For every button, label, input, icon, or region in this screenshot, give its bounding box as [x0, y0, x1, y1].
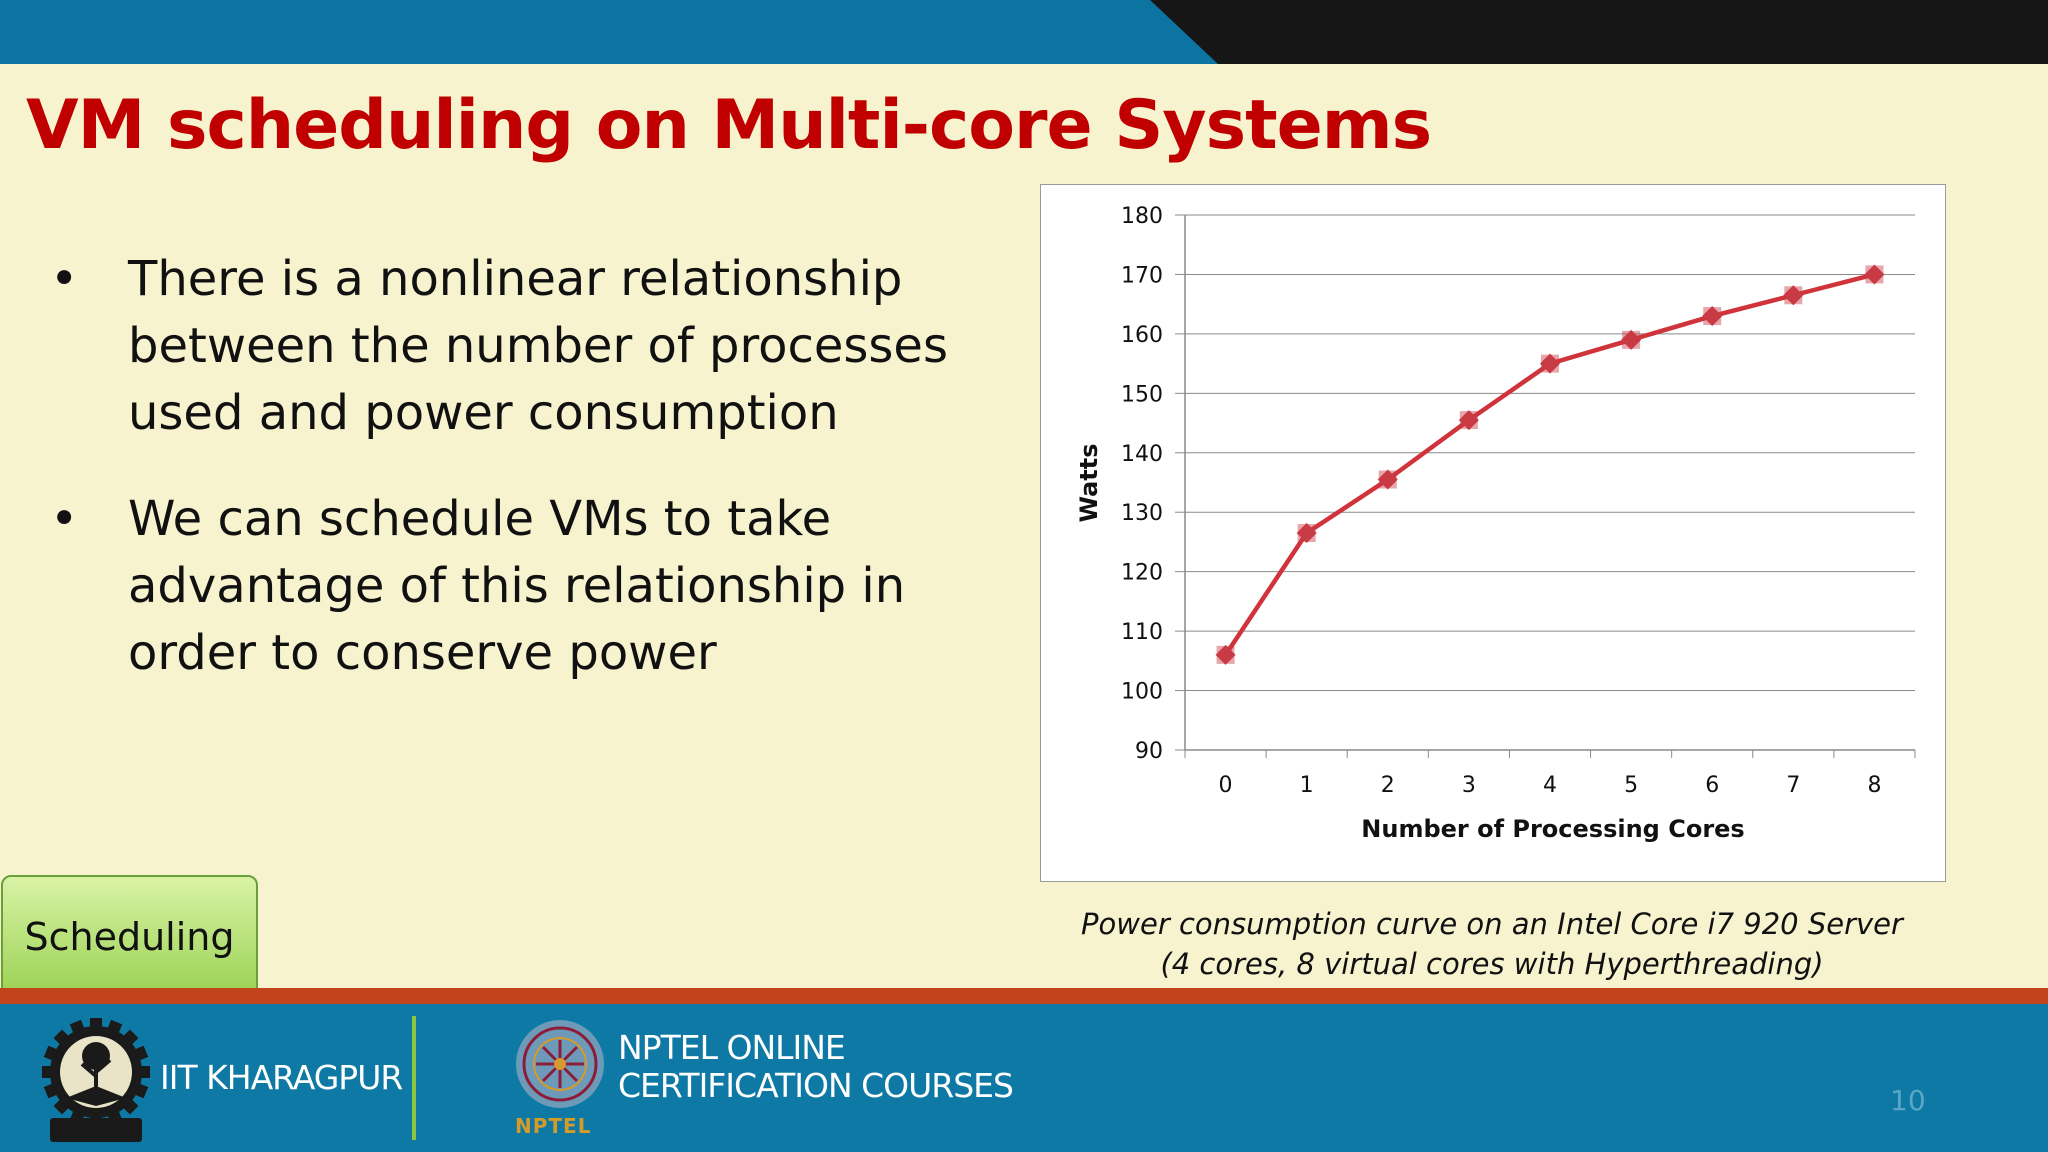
data-point — [1377, 469, 1398, 490]
data-point — [1215, 644, 1236, 665]
program-name-line: CERTIFICATION COURSES — [618, 1066, 1014, 1105]
slide-title: VM scheduling on Multi-core Systems — [26, 86, 1432, 165]
x-tick-label: 8 — [1867, 773, 1881, 798]
x-tick-label: 0 — [1219, 773, 1233, 798]
data-point — [1702, 306, 1723, 327]
y-tick-label: 120 — [1121, 561, 1163, 586]
bullet-text: We can schedule VMs to take advantage of… — [128, 491, 906, 681]
y-tick-label: 170 — [1121, 263, 1163, 288]
caption-line: Power consumption curve on an Intel Core… — [1081, 907, 1903, 941]
x-axis-label: Number of Processing Cores — [1361, 815, 1744, 843]
x-tick-label: 7 — [1786, 773, 1800, 798]
data-point — [1540, 353, 1560, 374]
y-tick-label: 180 — [1121, 204, 1163, 229]
caption-line: (4 cores, 8 virtual cores with Hyperthre… — [1160, 947, 1824, 981]
series-line — [1223, 272, 1876, 657]
y-tick-label: 140 — [1121, 442, 1163, 467]
y-axis-label: Watts — [1075, 443, 1103, 522]
data-point — [1864, 264, 1885, 285]
x-tick-label: 4 — [1543, 773, 1557, 798]
bullet-marker: • — [50, 491, 79, 547]
x-tick-label: 6 — [1705, 773, 1719, 798]
y-tick-label: 160 — [1121, 323, 1163, 348]
bullet-marker: • — [50, 251, 79, 307]
data-point — [1783, 285, 1804, 306]
data-point — [1296, 523, 1317, 544]
chart-caption: Power consumption curve on an Intel Core… — [1040, 904, 1944, 984]
nptel-wordmark: NPTEL — [515, 1114, 592, 1138]
y-tick-label: 130 — [1121, 501, 1163, 526]
x-tick-label: 2 — [1381, 773, 1395, 798]
y-tick-label: 150 — [1121, 382, 1163, 407]
x-tick-label: 5 — [1624, 773, 1638, 798]
scheduling-section-button[interactable]: Scheduling — [1, 875, 258, 999]
program-name-line: NPTEL ONLINE — [618, 1028, 846, 1067]
footer-accent-line — [0, 988, 2048, 1006]
iit-kharagpur-logo-icon — [42, 1018, 150, 1142]
x-tick-label: 1 — [1300, 773, 1314, 798]
nptel-logo-icon — [516, 1020, 604, 1108]
bullet-text: There is a nonlinear relationship betwee… — [128, 251, 948, 441]
data-point — [1621, 329, 1642, 350]
institute-name: IIT KHARAGPUR — [160, 1058, 403, 1097]
y-tick-label: 90 — [1135, 739, 1163, 764]
y-tick-label: 110 — [1121, 620, 1163, 645]
data-point — [1458, 410, 1479, 431]
footer-bar — [0, 1004, 2048, 1152]
y-tick-label: 100 — [1121, 680, 1163, 705]
footer-divider — [412, 1016, 416, 1140]
x-tick-label: 3 — [1462, 773, 1476, 798]
page-number: 10 — [1890, 1084, 1926, 1117]
top-banner — [0, 0, 2048, 64]
